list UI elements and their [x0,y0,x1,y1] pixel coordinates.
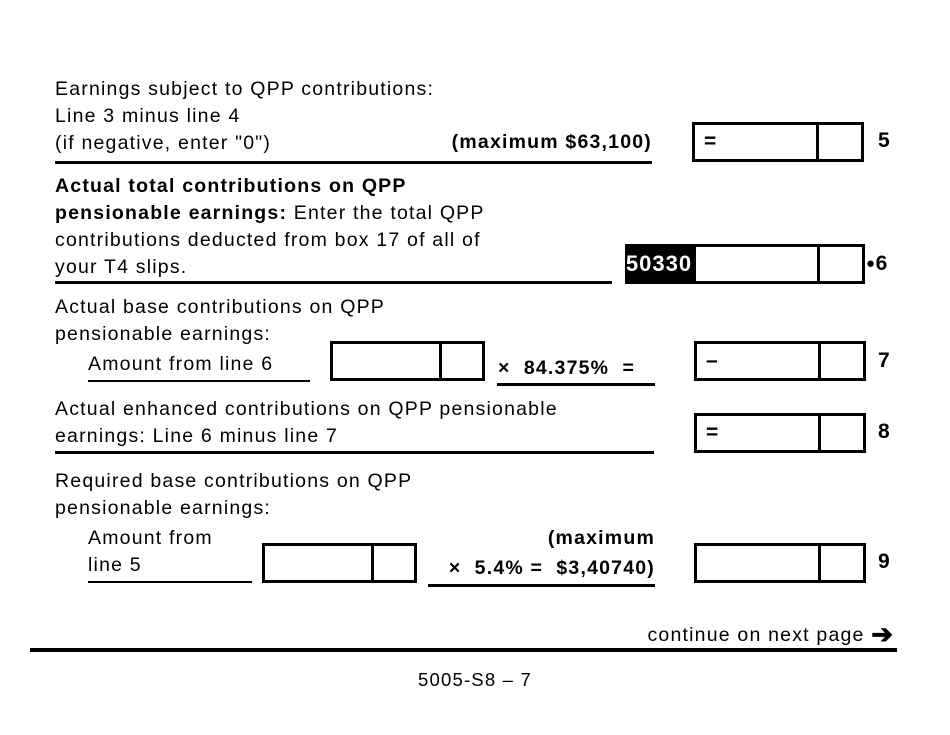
line6-divider-rule [55,281,612,284]
line9-cents-box[interactable] [818,546,863,580]
line7-carry-value [333,344,439,378]
line9-number: 9 [878,550,891,573]
line9-desc-1: Required base contributions on QPP [55,470,413,492]
line9-label-underline [88,581,252,583]
line6-field-code: 50330 [625,244,693,284]
line6-desc-2: pensionable earnings: Enter the total QP… [55,200,485,227]
line7-carry-box[interactable] [330,341,485,381]
line6-desc-3: contributions deducted from box 17 of al… [55,229,481,251]
line6-number: ●6 [866,252,888,275]
line8-cents-box[interactable] [818,416,863,450]
line8-desc-2: earnings: Line 6 minus line 7 [55,425,339,447]
line8-number: 8 [878,420,891,443]
line5-cents-box[interactable] [816,125,861,159]
line6-cents-box[interactable] [817,247,862,281]
line7-multiplier: × 84.375% = [498,357,636,379]
line9-amount-value [697,546,818,580]
continue-note: continue on next page ➔ [647,619,893,649]
line5-maximum-note: (maximum $63,100) [451,131,652,153]
line6-desc-2-rest: Enter the total QPP [287,202,485,224]
line9-amount-from-label-1: Amount from [88,527,213,549]
page-identifier: 5005-S8 – 7 [417,669,532,690]
line8-operator: = [706,421,719,444]
line7-operator: – [706,349,718,372]
line5-amount-box[interactable]: = [692,122,864,162]
line5-desc-2: Line 3 minus line 4 [55,105,241,127]
line9-desc-2: pensionable earnings: [55,497,272,519]
line9-amount-box[interactable] [694,543,866,583]
line9-carry-box[interactable] [262,543,417,583]
line7-multiplier-underline [497,383,655,386]
line8-desc-1: Actual enhanced contributions on QPP pen… [55,398,558,420]
line6-amount-value [696,247,817,281]
line6-amount-box[interactable] [693,244,865,284]
line7-cents-box[interactable] [818,344,863,378]
line6-desc-2-bold: pensionable earnings: [55,202,288,224]
next-page-arrow-icon: ➔ [871,619,893,649]
line6-bullet-icon: ● [866,255,876,272]
line6-desc-1: Actual total contributions on QPP [55,175,407,197]
line5-divider-rule [55,161,652,164]
line8-amount-box[interactable]: = [694,413,866,453]
line6-desc-4: your T4 slips. [55,256,188,278]
line7-amount-from-label: Amount from line 6 [88,353,274,375]
line7-desc-1: Actual base contributions on QPP [55,296,385,318]
line9-maximum-note-2: × 5.4% = $3,40740) [448,557,655,579]
line7-desc-2: pensionable earnings: [55,323,272,345]
line5-number: 5 [878,129,891,152]
line7-number: 7 [878,349,891,372]
line7-label-underline [88,380,310,382]
line5-desc-1: Earnings subject to QPP contributions: [55,78,435,100]
line5-operator: = [704,130,717,153]
line7-carry-cents-box[interactable] [439,344,482,378]
line8-divider-rule [55,451,654,454]
footer-rule [30,648,897,652]
line9-carry-cents-box[interactable] [371,546,414,580]
line9-carry-value [265,546,371,580]
line9-maximum-note-1: (maximum [547,527,655,549]
line5-desc-3: (if negative, enter "0") [55,132,272,154]
line7-amount-box[interactable]: – [694,341,866,381]
line9-multiplier-underline [428,584,655,587]
line9-amount-from-label-2: line 5 [88,554,142,576]
